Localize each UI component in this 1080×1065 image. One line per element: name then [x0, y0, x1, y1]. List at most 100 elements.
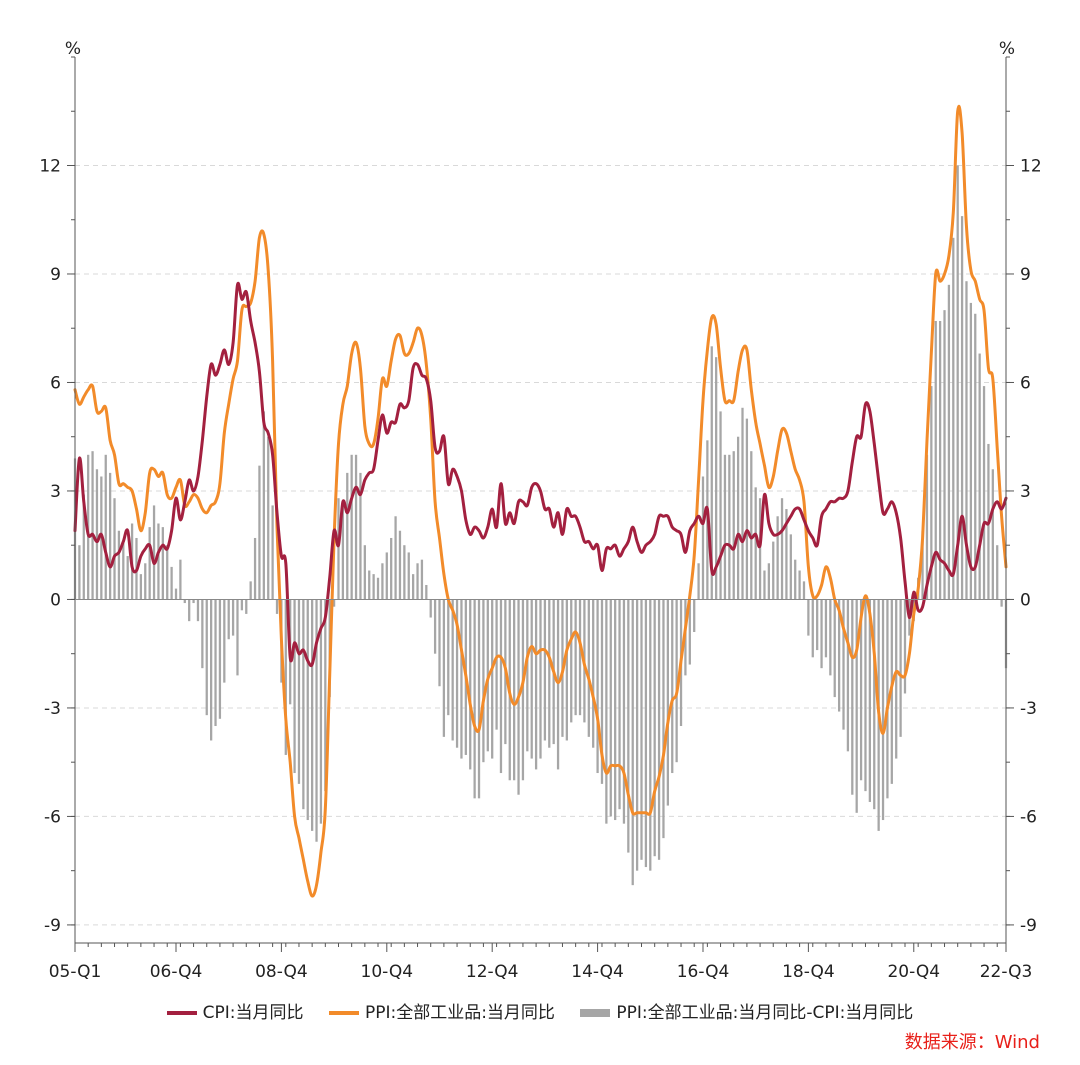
bar — [543, 599, 547, 741]
series-lines — [73, 104, 1008, 898]
bar — [741, 407, 744, 600]
bar — [293, 599, 296, 774]
bar — [930, 386, 933, 600]
bar — [837, 599, 841, 712]
bar — [398, 530, 402, 600]
bar — [267, 436, 270, 600]
bar — [644, 599, 648, 868]
bar — [873, 599, 876, 810]
x-tick-label: 18-Q4 — [782, 962, 835, 982]
bar — [205, 599, 208, 716]
bar — [394, 516, 397, 600]
bar — [148, 527, 151, 600]
legend-item-cpi: CPI:当月同比 — [166, 998, 304, 1023]
bar — [227, 599, 230, 640]
bar — [605, 599, 608, 824]
y-tick-label-left: 12 — [39, 156, 61, 176]
bar — [451, 599, 454, 741]
bar — [776, 516, 779, 600]
bar — [548, 599, 551, 748]
bar — [139, 574, 143, 600]
bar — [157, 523, 160, 600]
bar — [332, 599, 336, 607]
bar — [201, 599, 204, 669]
bar — [943, 310, 946, 600]
bar — [688, 599, 691, 665]
bar — [122, 541, 125, 600]
bar — [425, 584, 428, 600]
bar — [258, 465, 261, 600]
bar — [921, 530, 924, 600]
bar — [732, 451, 735, 600]
cpi-line — [73, 281, 1008, 668]
bar — [245, 599, 248, 614]
bar — [214, 599, 217, 727]
y-tick-label-right: 9 — [1020, 265, 1031, 285]
x-tick-label: 08-Q4 — [255, 962, 308, 982]
bar — [881, 599, 885, 821]
bar — [556, 599, 560, 770]
bar — [482, 599, 485, 763]
bar — [614, 599, 617, 821]
bar — [442, 599, 446, 737]
y-tick-label-left: -3 — [44, 699, 61, 719]
bar — [499, 599, 503, 774]
bar — [403, 545, 406, 600]
bar — [574, 599, 577, 716]
bar — [864, 599, 867, 792]
bar — [855, 599, 858, 813]
bar — [903, 599, 907, 694]
y-tick-label-right: -3 — [1020, 699, 1037, 719]
y-tick-label-left: 9 — [50, 265, 61, 285]
bar — [622, 599, 626, 824]
bar — [113, 498, 116, 600]
bar — [240, 599, 244, 611]
bar — [789, 534, 792, 600]
bar — [772, 541, 775, 600]
bar — [596, 599, 599, 774]
ppi-line — [73, 104, 1008, 898]
bar — [649, 599, 652, 871]
x-tick-label: 06-Q4 — [150, 962, 203, 982]
bar — [886, 599, 889, 799]
bar — [530, 599, 533, 759]
bar — [455, 599, 459, 748]
bar — [666, 599, 669, 806]
bar — [969, 302, 973, 600]
y-tick-label-right: 0 — [1020, 590, 1031, 610]
bar — [513, 599, 516, 781]
bar — [780, 498, 784, 600]
bar — [438, 599, 441, 687]
bar — [311, 599, 314, 831]
bar — [934, 320, 937, 600]
bar — [188, 599, 191, 622]
bar — [609, 599, 612, 817]
bar — [618, 599, 621, 810]
bar — [662, 599, 665, 839]
bar — [758, 498, 762, 600]
bar — [701, 476, 705, 600]
legend-label-ppi: PPI:全部工业品:当月同比 — [364, 1003, 555, 1023]
bar — [236, 599, 239, 676]
axes: -9 -9 -6 -6 -3 -3 0 0 3 3 6 6 9 9 12 12 05-Q1 06-Q4 08-Q4 1… — [39, 56, 1042, 982]
bar — [570, 599, 573, 723]
bar — [210, 599, 213, 741]
bar — [587, 599, 590, 737]
y-tick-label-left: -6 — [44, 807, 61, 827]
bar — [161, 527, 164, 600]
bar — [539, 599, 542, 759]
y-tick-label-left: 3 — [50, 482, 61, 502]
bar — [218, 599, 222, 719]
bar — [368, 570, 371, 600]
bar — [192, 599, 195, 604]
bar — [223, 599, 226, 683]
bar — [736, 436, 740, 600]
bar — [802, 581, 806, 600]
bar — [82, 494, 85, 600]
x-tick-label: 14-Q4 — [571, 962, 624, 982]
x-tick-label: 10-Q4 — [361, 962, 414, 982]
bar — [302, 599, 305, 810]
bar — [982, 386, 986, 600]
bar — [491, 599, 494, 759]
bar — [341, 501, 345, 600]
